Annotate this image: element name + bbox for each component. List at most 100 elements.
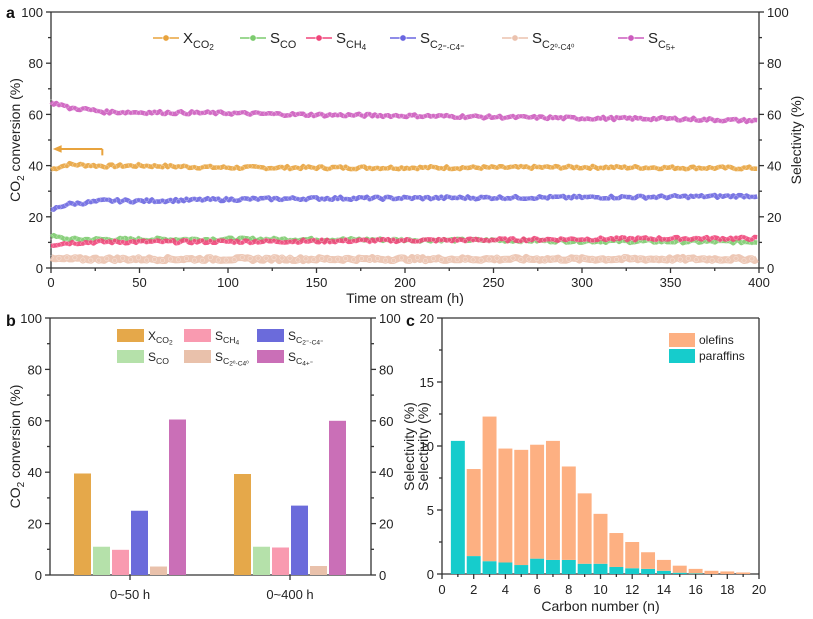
data-point-marker — [406, 237, 412, 243]
data-point-marker — [207, 163, 213, 169]
data-point-marker — [48, 243, 54, 249]
x-tick-label: 300 — [571, 275, 593, 290]
data-point-marker — [144, 196, 150, 202]
data-point-marker — [717, 257, 723, 263]
data-point-marker — [375, 114, 381, 119]
data-point-marker — [383, 194, 388, 200]
bar-olefins — [466, 469, 481, 557]
bar-s-co — [93, 546, 110, 575]
data-point-marker — [231, 166, 237, 171]
data-point-marker — [343, 237, 349, 243]
data-point-marker — [367, 239, 373, 245]
data-point-marker — [152, 109, 157, 115]
data-point-marker — [637, 115, 643, 121]
data-point-marker — [80, 105, 86, 111]
data-point-marker — [446, 237, 452, 243]
legend-item: SC2⁼-C4⁼ — [257, 329, 324, 347]
y-tick-label-left: 100 — [21, 5, 43, 20]
data-point-marker — [128, 199, 134, 205]
data-point-marker — [359, 112, 365, 118]
data-point-marker — [454, 115, 460, 121]
y-axis-title-left: CO2 conversion (%) — [7, 78, 27, 202]
data-point-marker — [295, 165, 301, 171]
bar-olefins — [688, 568, 703, 574]
bar-s-co — [253, 546, 270, 575]
series-s-c2o-c4o — [48, 254, 759, 265]
data-point-marker — [375, 194, 381, 200]
data-point-marker — [653, 195, 659, 201]
data-point-marker — [534, 164, 540, 170]
y-tick-label-right: 0 — [379, 568, 386, 583]
data-point-marker — [319, 111, 325, 117]
data-point-marker — [303, 197, 309, 203]
data-point-marker — [136, 197, 142, 203]
data-point-marker — [311, 194, 317, 200]
y-tick-label-right: 20 — [379, 517, 393, 532]
bar-olefins — [720, 571, 735, 574]
bar-x-co2 — [74, 473, 91, 575]
legend-marker — [249, 34, 257, 42]
y-tick-label-left: 60 — [29, 107, 43, 122]
data-point-marker — [741, 234, 747, 240]
data-point-marker — [80, 202, 86, 207]
data-point-marker — [614, 256, 619, 262]
data-point-marker — [80, 162, 86, 167]
data-point-marker — [725, 116, 731, 122]
data-point-marker — [120, 239, 126, 245]
data-point-marker — [590, 163, 596, 169]
data-point-marker — [462, 238, 468, 244]
data-point-marker — [367, 111, 373, 117]
data-point-marker — [566, 114, 572, 120]
bar-olefins — [625, 542, 640, 569]
data-point-marker — [311, 257, 317, 263]
data-point-marker — [574, 255, 580, 261]
legend-swatch — [257, 350, 284, 363]
x-tick-label: 20 — [752, 582, 766, 597]
x-tick-label: 200 — [394, 275, 416, 290]
legend-item: SCH4 — [184, 329, 239, 347]
data-point-marker — [725, 164, 731, 170]
data-point-marker — [375, 236, 381, 242]
y-tick-label-right: 20 — [767, 210, 781, 225]
y-tick-label-right: 80 — [767, 56, 781, 71]
data-point-marker — [494, 165, 500, 171]
data-point-marker — [367, 196, 373, 202]
data-point-marker — [558, 166, 564, 172]
data-point-marker — [168, 197, 173, 203]
bar-s-c4- — [329, 420, 346, 575]
legend-panel-b: XCO2 SCH4 SC2⁼-C4⁼ SCO SC2⁰-C4⁰ SC4+⁼ — [117, 329, 324, 368]
y-tick-label-right: 40 — [379, 465, 393, 480]
data-point-marker — [494, 114, 500, 120]
data-point-marker — [128, 110, 134, 116]
data-point-marker — [542, 257, 548, 263]
data-point-marker — [263, 111, 269, 117]
legend-item: SCH4 — [306, 30, 367, 52]
legend-swatch — [669, 349, 695, 363]
legend-item: SC2⁰-C4⁰ — [502, 30, 574, 52]
data-point-marker — [582, 164, 588, 170]
data-point-marker — [279, 255, 285, 261]
y-tick-label-left: 60 — [28, 414, 42, 429]
data-point-marker — [120, 198, 126, 204]
data-point-marker — [526, 115, 532, 121]
data-point-marker — [741, 194, 747, 200]
x-tick-label: 2 — [470, 582, 477, 597]
data-point-marker — [622, 235, 627, 240]
data-point-marker — [741, 258, 747, 263]
legend-panel-c: olefins paraffins — [669, 333, 745, 363]
data-point-marker — [733, 195, 739, 201]
data-point-marker — [645, 256, 651, 262]
data-point-marker — [399, 255, 404, 261]
data-point-marker — [391, 237, 396, 243]
data-point-marker — [574, 237, 580, 243]
data-point-marker — [295, 111, 301, 117]
bar-olefins — [736, 572, 751, 574]
data-point-marker — [534, 195, 540, 201]
data-point-marker — [637, 193, 643, 199]
bar-paraffins — [609, 566, 624, 574]
data-point-marker — [709, 165, 715, 171]
data-point-marker — [685, 236, 691, 242]
data-point-marker — [414, 195, 420, 200]
legend-swatch — [184, 329, 211, 342]
